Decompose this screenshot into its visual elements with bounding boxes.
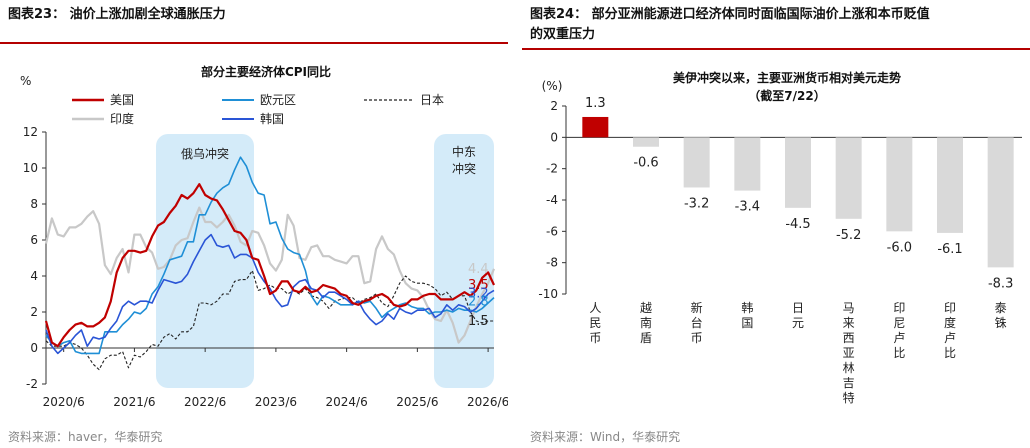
bar-value-label: -5.2 (836, 228, 861, 243)
y-tick-label: -2 (26, 377, 38, 391)
x-tick-label: 2022/6 (184, 395, 226, 409)
bar (937, 137, 963, 233)
right-y-tick-label: -8 (546, 256, 558, 270)
x-tick-label: 2026/6 (467, 395, 508, 409)
bar (734, 137, 761, 191)
india-end-label: 4.4 (468, 262, 489, 277)
currency-bar-chart: 美伊冲突以来，主要亚洲货币相对美元走势 （截至7/22） (%) 2 0 -2 -4 -… (538, 70, 1022, 405)
legend-label-us: 美国 (110, 93, 134, 107)
bar (582, 116, 609, 138)
x-tick-label: 2020/6 (43, 395, 85, 409)
legend-label-jp: 日本 (420, 93, 444, 107)
right-y-tick-label: -10 (538, 287, 558, 301)
right-y-tick-label: 0 (550, 130, 558, 144)
bar-value-label: -3.4 (735, 200, 760, 215)
category-label: 日元 (792, 301, 804, 330)
left-chart-title: 部分主要经济体CPI同比 (201, 64, 331, 79)
category-label: 印度卢比 (944, 301, 956, 360)
bar-value-label: -4.5 (785, 217, 810, 232)
korea-end-label: 3.2 (468, 286, 489, 301)
right-figure-title-line2: 的双重压力 (530, 27, 596, 42)
right-bars: 1.3 人民币 -0.6 越南盾 -3.2 新台币 -3.4 韩国 -4.5 日元 -5.2 马来西亚… (582, 96, 1014, 405)
y-tick-label: 0 (30, 341, 38, 355)
japan-end-label: 1.5 (468, 314, 489, 329)
category-label: 新台币 (691, 300, 703, 345)
eurozone-end-label: 2.8 (468, 295, 489, 310)
bar-value-label: -0.6 (633, 156, 658, 171)
y-tick-label: 4 (30, 269, 38, 283)
cpi-line-chart: 俄乌冲突 中东 冲突 部分主要经济体CPI同比 % 美国 欧元区 日本 印度 韩… (20, 64, 508, 409)
russia-ukraine-label: 俄乌冲突 (181, 146, 229, 161)
category-label: 马来西亚林吉特 (843, 301, 855, 405)
legend-label-kr: 韩国 (260, 111, 284, 126)
left-source: 资料来源：haver，华泰研究 (8, 430, 163, 444)
bar (987, 137, 1014, 268)
x-tick-label: 2024/6 (326, 395, 368, 409)
x-tick-label: 2023/6 (255, 395, 297, 409)
middle-east-label-1: 中东 (452, 144, 476, 159)
category-label: 人民币 (589, 301, 601, 345)
right-y-tick-label: -2 (546, 162, 558, 176)
x-tick-label: 2021/6 (113, 395, 155, 409)
bar-value-label: -6.0 (887, 240, 912, 255)
bar (683, 137, 710, 188)
right-figure: 图表24： 部分亚洲能源进口经济体同时面临国际油价上涨和本币贬值 的双重压力 美… (522, 0, 1030, 448)
eurozone-line (45, 156, 495, 355)
right-chart-title: 美伊冲突以来，主要亚洲货币相对美元走势 (673, 70, 901, 85)
category-label: 印尼卢比 (893, 301, 905, 360)
legend: 美国 欧元区 日本 印度 韩国 (72, 93, 444, 126)
bar (835, 137, 862, 219)
legend-label-in: 印度 (110, 111, 134, 126)
bar-value-label: 1.3 (585, 96, 606, 111)
category-label: 韩国 (741, 300, 753, 330)
left-end-labels: 4.43.53.22.8 1.5 (468, 262, 489, 329)
left-figure-title: 图表23： 油价上涨加剧全球通胀压力 (8, 7, 226, 22)
y-tick-label: 8 (30, 197, 38, 211)
y-tick-label: 6 (30, 233, 38, 247)
y-axis-unit: % (20, 74, 31, 88)
middle-east-label-2: 冲突 (452, 161, 476, 176)
bar (633, 137, 659, 147)
category-label: 越南盾 (640, 301, 652, 345)
category-label: 泰铢 (995, 301, 1007, 330)
bar (886, 137, 913, 232)
left-series-lines (44, 156, 496, 371)
right-y-tick-label: -6 (546, 224, 558, 238)
y-tick-label: 2 (30, 305, 38, 319)
middle-east-shade (434, 134, 494, 388)
india-line (44, 206, 496, 344)
right-figure-title-line1: 图表24： 部分亚洲能源进口经济体同时面临国际油价上涨和本币贬值 (530, 7, 930, 22)
right-y-tick-label: 2 (550, 99, 558, 113)
legend-label-eu: 欧元区 (260, 93, 296, 107)
y-tick-label: 10 (23, 161, 38, 175)
bar-value-label: -3.2 (684, 196, 709, 211)
right-y-tick-label: -4 (546, 193, 558, 207)
left-figure: 图表23： 油价上涨加剧全球通胀压力 俄乌冲突 中东 冲突 部分主要经济体CPI… (0, 0, 508, 448)
right-y-axis-unit: (%) (542, 79, 563, 93)
korea-line (45, 233, 495, 355)
left-title-rule (0, 42, 508, 44)
right-chart-subtitle: （截至7/22） (748, 88, 825, 103)
us-line (44, 183, 495, 348)
x-tick-label: 2025/6 (396, 395, 438, 409)
us-end-label: 3.5 (468, 278, 489, 293)
right-title-rule (522, 48, 1030, 50)
y-tick-label: 12 (23, 125, 38, 139)
right-source: 资料来源：Wind，华泰研究 (530, 430, 681, 444)
japan-line (45, 270, 494, 371)
bar-value-label: -6.1 (937, 242, 962, 257)
bar-value-label: -8.3 (988, 276, 1013, 291)
bar (785, 137, 811, 208)
left-axes: -2 0 2 4 6 8 10 12 2020/6 2021/6 2022/6 2023/6 2024/… (23, 125, 508, 409)
